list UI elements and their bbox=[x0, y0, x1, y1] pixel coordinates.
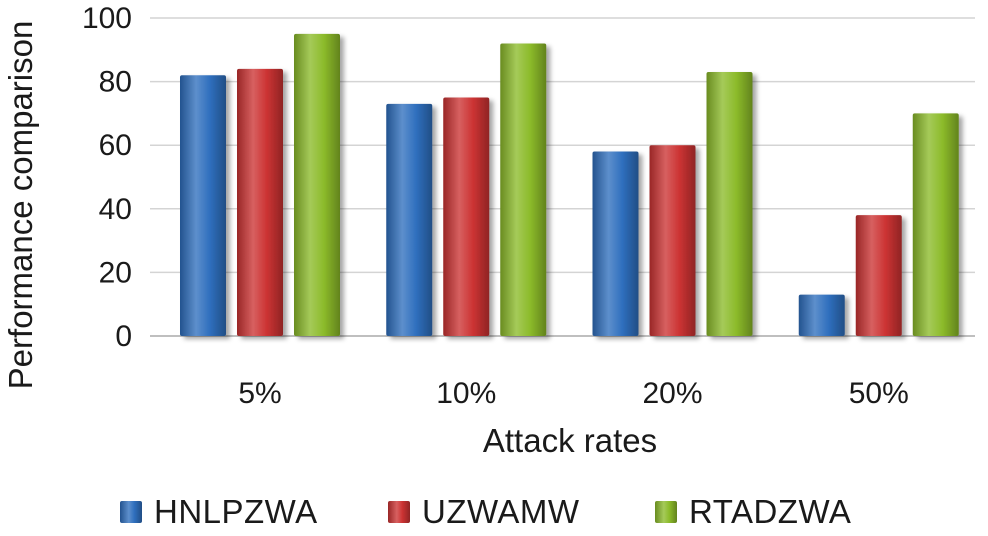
legend-swatch bbox=[120, 501, 142, 523]
y-tick-label: 20 bbox=[99, 256, 132, 289]
legend-label: UZWAMW bbox=[422, 493, 580, 530]
y-tick-label: 80 bbox=[99, 66, 132, 99]
y-tick-label: 40 bbox=[99, 193, 132, 226]
x-tick-label: 50% bbox=[849, 377, 909, 410]
bar-uzwamw bbox=[649, 145, 696, 336]
legend-swatch bbox=[655, 501, 677, 523]
legend-swatch bbox=[388, 501, 410, 523]
x-axis-title: Attack rates bbox=[483, 422, 657, 459]
axis-labels: 0 20 40 60 80 100 5% 10% 20% 50% Attack rates Perfo… bbox=[2, 2, 909, 459]
bar-rtadzwa bbox=[912, 113, 959, 337]
legend-label: RTADZWA bbox=[689, 493, 852, 530]
x-tick-label: 20% bbox=[642, 377, 702, 410]
bar-hnlpzwa bbox=[798, 294, 845, 336]
legend-item-hnlpzwa: HNLPZWA bbox=[120, 490, 318, 534]
legend-item-uzwamw: UZWAMW bbox=[388, 490, 580, 534]
y-axis-title: Performance comparison bbox=[2, 21, 39, 390]
bar-hnlpzwa bbox=[386, 103, 433, 336]
bar-rtadzwa bbox=[500, 43, 547, 336]
bar-uzwamw bbox=[237, 68, 283, 336]
x-tick-label: 10% bbox=[436, 377, 496, 410]
bar-uzwamw bbox=[443, 97, 490, 336]
bar-hnlpzwa bbox=[180, 75, 226, 337]
legend-item-rtadzwa: RTADZWA bbox=[655, 490, 851, 534]
bars bbox=[180, 33, 959, 337]
legend-label: HNLPZWA bbox=[154, 493, 318, 530]
bar-rtadzwa bbox=[706, 72, 753, 336]
y-tick-label: 0 bbox=[115, 320, 132, 353]
bar-hnlpzwa bbox=[592, 151, 639, 336]
y-tick-label: 60 bbox=[99, 129, 132, 162]
bar-uzwamw bbox=[855, 215, 902, 336]
legend: HNLPZWA UZWAMW RTADZWA bbox=[0, 490, 988, 534]
y-tick-label: 100 bbox=[82, 2, 132, 35]
chart-plot-area: 0 20 40 60 80 100 5% 10% 20% 50% Attack rates Perfo… bbox=[2, 2, 975, 459]
gridlines bbox=[150, 17, 975, 274]
x-tick-label: 5% bbox=[238, 377, 281, 410]
bar-rtadzwa bbox=[294, 33, 340, 337]
